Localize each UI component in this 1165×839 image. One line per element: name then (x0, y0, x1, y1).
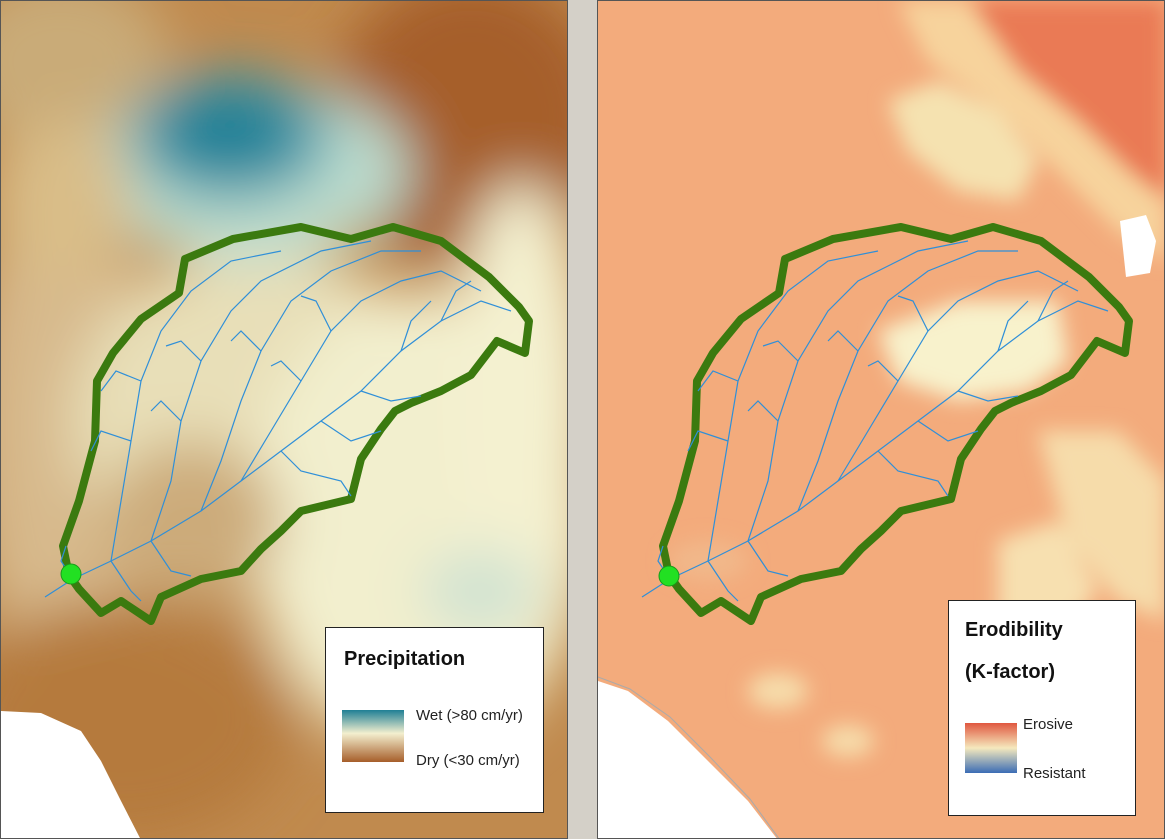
outlet-point (60, 563, 82, 585)
legend-low-label: Resistant (1023, 765, 1086, 782)
precipitation-color-ramp (342, 710, 404, 762)
legend-high-label: Wet (>80 cm/yr) (416, 707, 523, 724)
outlet-point (658, 565, 680, 587)
legend-title: Precipitation (344, 648, 466, 670)
precipitation-legend: Precipitation Wet (>80 cm/yr) Dry (<30 c… (325, 627, 544, 813)
stream-network (641, 240, 1109, 602)
legend-title: Erodibility (965, 619, 1063, 641)
watershed-boundary (59, 223, 533, 625)
erodibility-color-ramp (965, 723, 1017, 773)
stream-network (44, 240, 512, 602)
erodibility-map-panel: Erodibility (K-factor) Erosive Resistant (597, 0, 1165, 839)
watershed-boundary (659, 223, 1133, 625)
legend-high-label: Erosive (1023, 716, 1074, 733)
legend-low-label: Dry (<30 cm/yr) (416, 752, 520, 769)
legend-subtitle: (K-factor) (965, 661, 1055, 683)
erodibility-legend: Erodibility (K-factor) Erosive Resistant (948, 600, 1136, 816)
precipitation-map-panel: Precipitation Wet (>80 cm/yr) Dry (<30 c… (0, 0, 568, 839)
